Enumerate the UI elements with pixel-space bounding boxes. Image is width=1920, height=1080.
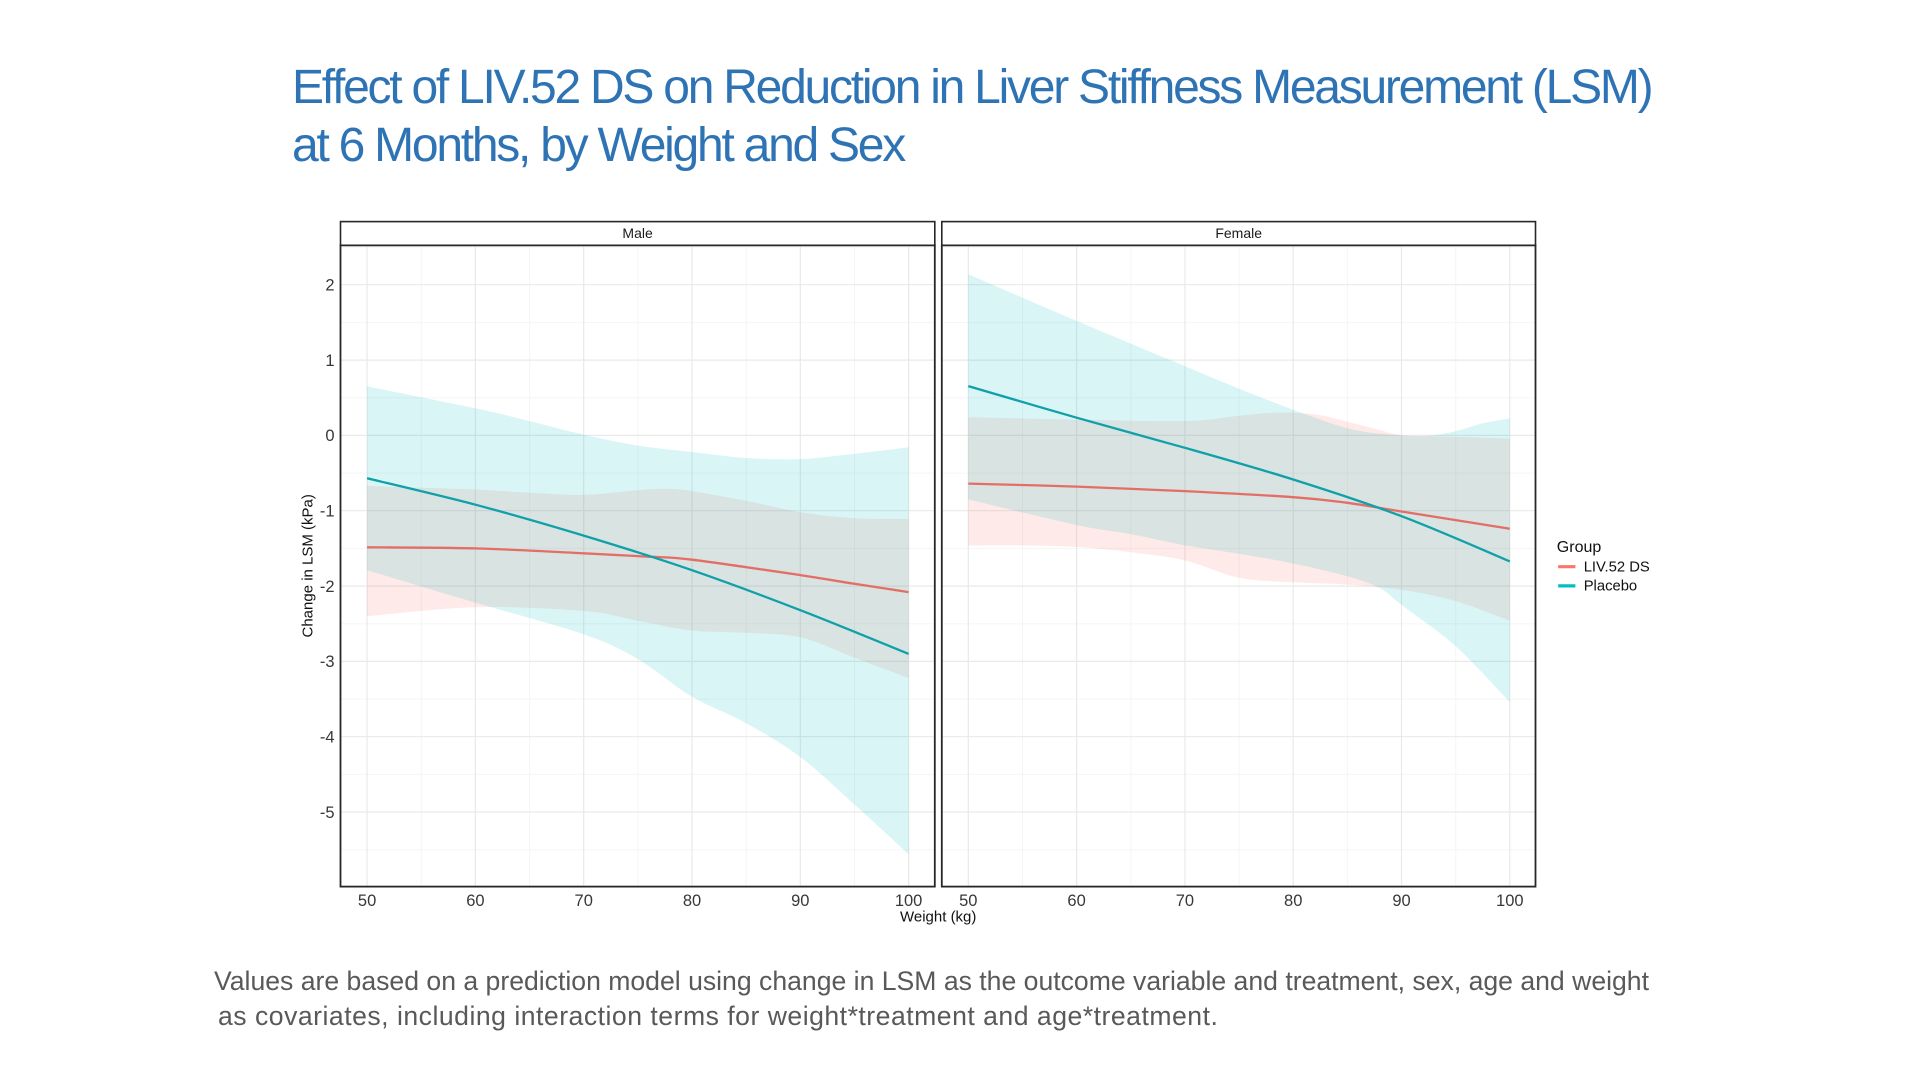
svg-text:100: 100 bbox=[1496, 892, 1524, 910]
svg-text:80: 80 bbox=[1284, 892, 1302, 910]
svg-text:Male: Male bbox=[622, 225, 653, 241]
svg-text:50: 50 bbox=[358, 892, 376, 910]
svg-text:100: 100 bbox=[895, 892, 923, 910]
svg-text:Weight (kg): Weight (kg) bbox=[900, 908, 976, 925]
svg-text:-2: -2 bbox=[320, 578, 335, 596]
svg-text:0: 0 bbox=[325, 427, 334, 445]
svg-text:90: 90 bbox=[791, 892, 809, 910]
svg-text:50: 50 bbox=[959, 892, 977, 910]
svg-text:Change in LSM (kPa): Change in LSM (kPa) bbox=[300, 494, 317, 637]
svg-text:90: 90 bbox=[1392, 892, 1410, 910]
svg-text:Group: Group bbox=[1557, 539, 1602, 556]
svg-text:LIV.52 DS: LIV.52 DS bbox=[1584, 560, 1650, 576]
svg-text:-4: -4 bbox=[320, 729, 335, 747]
svg-text:2: 2 bbox=[325, 277, 334, 295]
svg-text:Placebo: Placebo bbox=[1584, 579, 1637, 595]
svg-text:80: 80 bbox=[683, 892, 701, 910]
svg-text:70: 70 bbox=[1176, 892, 1194, 910]
svg-text:-1: -1 bbox=[320, 503, 335, 521]
svg-text:1: 1 bbox=[325, 352, 334, 370]
svg-text:70: 70 bbox=[575, 892, 593, 910]
svg-text:Female: Female bbox=[1215, 225, 1262, 241]
svg-text:-5: -5 bbox=[320, 804, 335, 822]
svg-text:60: 60 bbox=[466, 892, 484, 910]
svg-text:-3: -3 bbox=[320, 653, 335, 671]
svg-text:60: 60 bbox=[1067, 892, 1085, 910]
